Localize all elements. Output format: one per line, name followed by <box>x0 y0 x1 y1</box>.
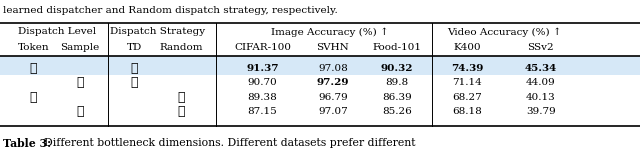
Text: K400: K400 <box>453 43 481 52</box>
Text: 89.38: 89.38 <box>248 93 277 102</box>
Text: 68.27: 68.27 <box>452 93 482 102</box>
Text: 39.79: 39.79 <box>526 107 556 116</box>
Text: 68.18: 68.18 <box>452 107 482 116</box>
Text: 97.08: 97.08 <box>318 64 348 73</box>
Text: CIFAR-100: CIFAR-100 <box>234 43 291 52</box>
Text: Dispatch Level: Dispatch Level <box>17 28 96 36</box>
Text: TD: TD <box>127 43 142 52</box>
Text: Image Accuracy (%) ↑: Image Accuracy (%) ↑ <box>271 27 388 37</box>
Text: 45.34: 45.34 <box>525 64 557 73</box>
Text: Sample: Sample <box>60 43 100 52</box>
Text: 96.79: 96.79 <box>318 93 348 102</box>
Text: 85.26: 85.26 <box>382 107 412 116</box>
Text: ✓: ✓ <box>29 91 37 104</box>
Text: Table 3:: Table 3: <box>3 138 55 149</box>
Text: Video Accuracy (%) ↑: Video Accuracy (%) ↑ <box>447 27 561 37</box>
Bar <box>0 56 640 75</box>
Text: 87.15: 87.15 <box>248 107 277 116</box>
Text: 97.07: 97.07 <box>318 107 348 116</box>
Text: Different bottleneck dimensions. Different datasets prefer different: Different bottleneck dimensions. Differe… <box>44 138 415 148</box>
Text: 74.39: 74.39 <box>451 64 483 73</box>
Text: 44.09: 44.09 <box>526 78 556 87</box>
Text: 86.39: 86.39 <box>382 93 412 102</box>
Text: ✓: ✓ <box>177 91 185 104</box>
Text: ✓: ✓ <box>76 76 84 89</box>
Text: Dispatch Strategy: Dispatch Strategy <box>110 28 205 36</box>
Text: SSv2: SSv2 <box>527 43 554 52</box>
Text: 71.14: 71.14 <box>452 78 482 87</box>
Text: ✓: ✓ <box>29 62 37 75</box>
Text: ✓: ✓ <box>131 76 138 89</box>
Text: learned dispatcher and Random dispatch strategy, respectively.: learned dispatcher and Random dispatch s… <box>3 6 338 15</box>
Text: 90.70: 90.70 <box>248 78 277 87</box>
Text: ✓: ✓ <box>131 62 138 75</box>
Text: 91.37: 91.37 <box>246 64 278 73</box>
Text: ✓: ✓ <box>76 105 84 118</box>
Text: Food-101: Food-101 <box>372 43 421 52</box>
Text: 97.29: 97.29 <box>317 78 349 87</box>
Text: 89.8: 89.8 <box>385 78 408 87</box>
Text: ✓: ✓ <box>177 105 185 118</box>
Text: SVHN: SVHN <box>316 43 349 52</box>
Text: Random: Random <box>159 43 203 52</box>
Text: 90.32: 90.32 <box>381 64 413 73</box>
Text: Token: Token <box>17 43 49 52</box>
Text: 40.13: 40.13 <box>526 93 556 102</box>
